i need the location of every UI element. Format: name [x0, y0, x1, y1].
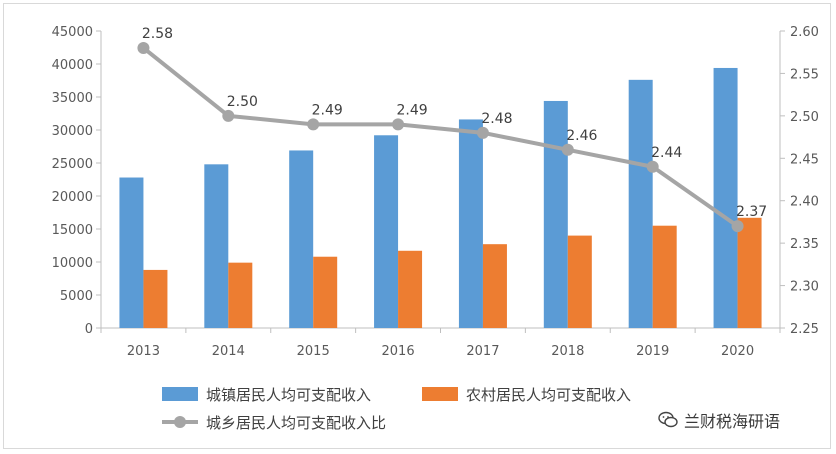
y-left-tick-label: 15000: [52, 223, 93, 238]
bar-urban: [204, 164, 229, 328]
watermark-text: 兰财税海研语: [684, 412, 781, 431]
bar-urban: [713, 67, 738, 329]
y-left-tick-label: 45000: [52, 25, 93, 40]
ratio-point: [731, 220, 744, 233]
ratio-data-label: 2.49: [312, 102, 343, 118]
bar-rural: [228, 262, 253, 328]
legend-swatch: [162, 387, 198, 401]
ratio-point: [392, 118, 405, 131]
bar-rural: [652, 225, 677, 328]
bar-urban: [374, 135, 399, 328]
ratio-point: [222, 109, 235, 122]
y-left-tick-label: 25000: [52, 157, 93, 172]
x-tick-label: 2014: [212, 344, 245, 359]
x-tick-label: 2018: [551, 344, 584, 359]
bar-rural: [313, 256, 338, 328]
bar-urban: [628, 79, 653, 328]
legend-swatch: [422, 387, 458, 401]
y-left-tick-label: 30000: [52, 124, 93, 139]
bar-urban: [289, 150, 314, 328]
y-right-tick-label: 2.60: [790, 25, 819, 40]
legend-marker: [174, 416, 186, 428]
bar-urban: [458, 119, 483, 328]
legend-label: 农村居民人均可支配收入: [466, 386, 631, 404]
y-right-tick-label: 2.50: [790, 110, 819, 125]
y-right-tick-label: 2.25: [790, 322, 819, 337]
y-left-tick-label: 40000: [52, 58, 93, 73]
y-right-tick-label: 2.30: [790, 280, 819, 295]
bar-rural: [482, 244, 507, 328]
x-tick-label: 2016: [382, 344, 415, 359]
bar-rural: [737, 217, 762, 328]
y-right-tick-label: 2.40: [790, 195, 819, 210]
ratio-point: [137, 41, 150, 54]
x-tick-label: 2013: [127, 344, 160, 359]
bar-urban: [543, 100, 568, 329]
ratio-data-label: 2.48: [481, 111, 512, 127]
y-right-tick-label: 2.35: [790, 237, 819, 252]
chart-frame: 0 5000 10000 15000 20000 25000 30000 35000 40000…: [3, 3, 831, 449]
ratio-point: [476, 126, 489, 139]
ratio-line: [142, 46, 739, 228]
y-left-tick-label: 35000: [52, 91, 93, 106]
x-tick-label: 2019: [636, 344, 669, 359]
watermark: 兰财税海研语: [658, 408, 780, 432]
legend-label: 城镇居民人均可支配收入: [206, 386, 371, 404]
ratio-data-label: 2.37: [736, 204, 767, 220]
bar-urban: [119, 177, 144, 328]
x-tick-label: 2017: [466, 344, 499, 359]
x-tick-label: 2020: [721, 344, 754, 359]
bar-rural: [398, 250, 423, 328]
x-tick-label: 2015: [297, 344, 330, 359]
y-right-tick-label: 2.55: [790, 67, 819, 82]
y-left-tick-label: 0: [85, 322, 93, 337]
wechat-icon: [658, 411, 678, 428]
ratio-data-label: 2.58: [142, 26, 173, 42]
ratio-point: [646, 160, 659, 173]
y-left-tick-label: 20000: [52, 190, 93, 205]
y-right-tick-label: 2.45: [790, 152, 819, 167]
y-left-tick-label: 5000: [60, 289, 93, 304]
bar-rural: [567, 235, 592, 328]
ratio-data-label: 2.46: [566, 128, 597, 144]
ratio-point: [307, 118, 320, 131]
y-left-tick-label: 10000: [52, 256, 93, 271]
ratio-data-label: 2.49: [396, 102, 427, 118]
bar-rural: [143, 269, 168, 328]
ratio-data-label: 2.44: [651, 145, 682, 161]
chart: 0 5000 10000 15000 20000 25000 30000 35000 40000…: [52, 25, 819, 432]
ratio-data-label: 2.50: [227, 94, 258, 110]
ratio-point: [561, 143, 574, 156]
legend-label: 城乡居民人均可支配收入比: [206, 414, 386, 432]
